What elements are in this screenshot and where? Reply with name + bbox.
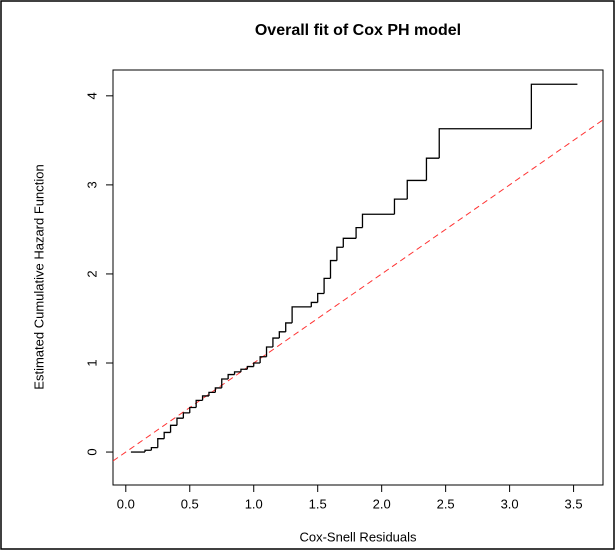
x-tick-label: 0.0 [117,496,135,511]
y-tick-label: 2 [84,270,99,277]
step-segment [530,83,578,129]
step-segment [195,399,203,408]
chart-title: Overall fit of Cox PH model [255,22,461,39]
step-segment [336,246,344,261]
step-segment [265,346,273,357]
step-segment [259,356,267,363]
step-segment [361,213,395,228]
step-segment [227,373,235,380]
step-segment [144,449,152,453]
step-segment [393,198,408,215]
step-segment [291,306,312,323]
step-segment [176,417,184,426]
step-segment [150,446,158,451]
step-segment [169,424,177,433]
x-tick-label: 3.5 [565,496,583,511]
x-tick-label: 1.5 [309,496,327,511]
x-tick-label: 2.0 [373,496,391,511]
step-segment [329,259,337,279]
step-segment [208,391,216,396]
x-tick-label: 1.0 [245,496,263,511]
plot-box [112,69,604,486]
step-segment [425,157,440,181]
step-segment [317,292,325,303]
step-segment [214,387,222,393]
step-segment [157,438,165,448]
step-segment [272,337,280,347]
step-segment [189,406,197,413]
step-segment [310,301,318,307]
step-segment [438,128,532,159]
step-segment [355,226,363,239]
step-segment [323,277,331,294]
x-tick-label: 3.0 [501,496,519,511]
step-segment [163,431,171,439]
step-segment [221,378,229,388]
x-axis-label: Cox-Snell Residuals [299,529,417,544]
step-segment [406,179,427,200]
y-tick-label: 1 [84,359,99,366]
step-segment [233,371,241,375]
step-segment [246,365,254,370]
y-axis-label: Estimated Cumulative Hazard Function [31,164,46,389]
step-segment [182,412,190,419]
step-segment [278,331,286,339]
y-tick-label: 3 [84,181,99,188]
step-segment [285,322,293,332]
x-tick-label: 0.5 [181,496,199,511]
step-segment [253,362,261,367]
x-tick-label: 2.5 [437,496,455,511]
step-segment [240,368,248,372]
y-tick-label: 0 [84,448,99,455]
y-tick-label: 4 [84,92,99,99]
step-segment [342,237,357,248]
step-segment [201,395,209,401]
